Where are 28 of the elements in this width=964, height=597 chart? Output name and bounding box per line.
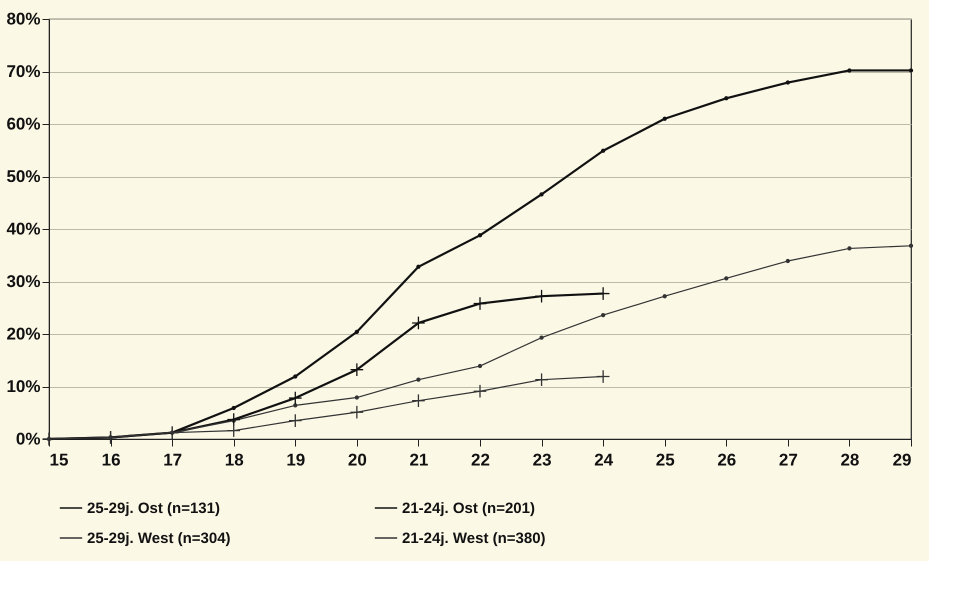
y-tick-label: 40% <box>6 220 40 238</box>
y-tick-label: 80% <box>6 10 40 28</box>
x-tick-label: 24 <box>594 450 614 470</box>
x-tick-label: 17 <box>163 450 182 470</box>
x-tick-label: 16 <box>102 450 121 470</box>
y-tick-label: 20% <box>6 324 40 344</box>
x-tick-label: 15 <box>50 450 68 470</box>
x-tick-label: 20 <box>348 450 367 470</box>
x-tick-label: 29 <box>892 450 912 470</box>
y-tick-label: 50% <box>6 167 40 186</box>
x-tick-label: 21 <box>409 450 428 470</box>
y-tick-label: 60% <box>6 114 40 134</box>
y-tick-label: 10% <box>6 377 40 396</box>
legend-label: 25-29j. West (n=304) <box>87 530 231 547</box>
x-tick-label: 26 <box>717 450 736 470</box>
x-tick-label: 22 <box>471 450 490 470</box>
x-tick-label: 27 <box>778 450 798 470</box>
x-tick-label: 28 <box>840 450 860 470</box>
y-tick-label: 0% <box>16 430 40 448</box>
y-tick-label: 70% <box>6 62 40 81</box>
x-tick-label: 19 <box>286 450 306 470</box>
x-tick-label: 25 <box>656 450 675 470</box>
x-tick-label: 18 <box>224 450 244 470</box>
legend-label: 25-29j. Ost (n=131) <box>87 500 220 517</box>
legend-label: 21-24j. Ost (n=201) <box>402 500 535 517</box>
x-tick-label: 23 <box>532 450 552 470</box>
y-tick-label: 30% <box>6 272 40 291</box>
legend-label: 21-24j. West (n=380) <box>402 530 546 547</box>
